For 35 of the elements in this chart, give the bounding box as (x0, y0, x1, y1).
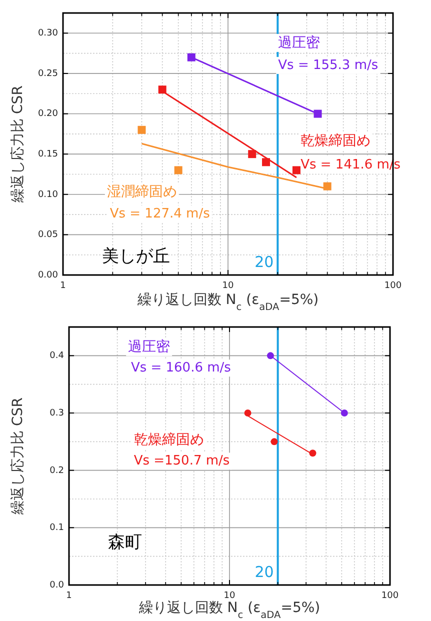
y-tick-label: 0.4 (50, 351, 64, 362)
text: 過圧密 (278, 34, 320, 51)
annotation: 森町 (108, 532, 142, 553)
x-axis-title: 繰り返し回数 N$_{c}$ (ε$_{aDA}$=5%) (136, 292, 319, 312)
x-tick-label: 100 (381, 591, 399, 601)
y-tick-label: 0.10 (38, 190, 58, 200)
annotation: Vs =150.7 m/s (134, 454, 230, 469)
y-tick-label: 0.25 (38, 68, 58, 79)
y-tick-label: 0.0 (50, 580, 64, 590)
ref-line-label: 20 (254, 253, 274, 271)
ref-line-label: 20 (254, 563, 274, 581)
y-tick-label: 0.30 (38, 28, 58, 39)
annotation: 美しが丘 (102, 246, 170, 266)
annotation: Vs = 160.6 m/s (130, 360, 232, 376)
y-tick-label: 0.3 (50, 408, 64, 418)
x-tick-label: 1 (66, 591, 72, 601)
x-tick-label: 10 (224, 591, 236, 601)
annotation: Vs = 127.4 m/s (110, 206, 210, 222)
series-label: 湿潤締固め (106, 184, 177, 200)
x-tick-label: 10 (222, 281, 234, 291)
x-axis-title: 繰り返し回数 N$_{c}$ (ε$_{aDA}$=5%) (138, 600, 320, 620)
y-axis-title: 繰返し応力比 CSR (10, 85, 26, 204)
x-tick-label: 1 (60, 281, 66, 291)
y-tick-label: 0.20 (38, 109, 58, 120)
y-tick-label: 0.05 (38, 230, 58, 240)
annotation: Vs = 155.3 m/s (278, 58, 378, 73)
text: 乾燥締固め (134, 432, 204, 448)
x-tick-label: 100 (384, 281, 402, 291)
y-tick-label: 0.15 (38, 150, 58, 160)
y-tick-label: 0.00 (38, 270, 58, 280)
y-tick-label: 0.2 (50, 466, 64, 476)
series-label: 乾燥締固め (300, 133, 371, 150)
y-axis-title: 繰返し応力比 CSR (10, 397, 26, 516)
text: 過圧密 (128, 338, 170, 355)
y-tick-label: 0.1 (50, 523, 64, 534)
